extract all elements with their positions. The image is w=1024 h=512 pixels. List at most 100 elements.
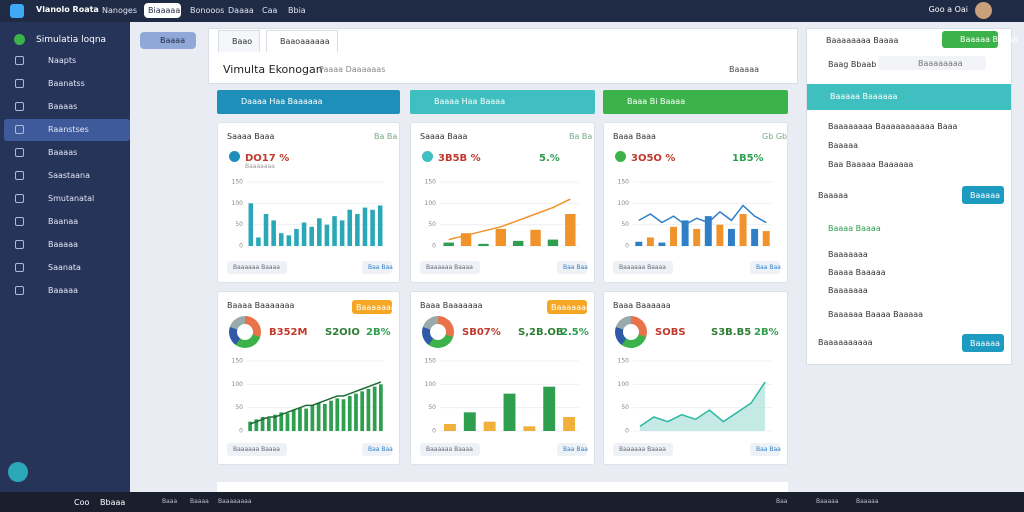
content-tab-label: Baaoaaaaaa: [280, 37, 330, 46]
sidebar-item[interactable]: Raanstses: [48, 125, 89, 134]
taskbar-item: Baaaaa: [856, 498, 879, 505]
help-button[interactable]: [8, 462, 28, 482]
sidebar-item[interactable]: Baaaaa: [48, 286, 78, 295]
card-footer-left[interactable]: Baaaaaa Baaaa: [420, 443, 480, 456]
card-footer-left-label: Baaaaaa Baaaa: [426, 264, 473, 271]
card-donut-hole: [623, 324, 639, 340]
panel-button[interactable]: Baaaaa: [962, 186, 1004, 204]
taskbar-item: Baaaaaaaa: [218, 498, 252, 505]
bar: [322, 403, 327, 431]
card-footer-left[interactable]: Baaaaaa Baaaa: [227, 261, 287, 274]
card-change: 2.5%: [561, 327, 589, 338]
brand: Vlanolo Roata: [36, 5, 99, 14]
card-title: Baaaa Baaaaaaa: [227, 301, 295, 310]
header-action[interactable]: Baaaaa: [729, 65, 759, 74]
sidebar-item[interactable]: Baaaas: [48, 102, 78, 111]
sidebar-item[interactable]: Saanata: [48, 263, 81, 272]
sidebar-active[interactable]: [4, 119, 130, 141]
banner: [410, 90, 595, 114]
card-change: 2B%: [754, 327, 779, 338]
card-footer-right[interactable]: Baa Baa: [557, 443, 588, 456]
sidebar-title: Simulatia loqna: [36, 35, 107, 45]
y-tick-label: 100: [232, 200, 244, 207]
panel-button[interactable]: Baaaaa Baaaa: [942, 31, 1018, 48]
card-footer-right-label: Baa Baa: [368, 446, 393, 453]
section-header: [807, 84, 1011, 110]
bar: [332, 216, 337, 246]
bar: [260, 417, 265, 431]
card-footer-right[interactable]: Baa Baa: [362, 443, 393, 456]
y-tick-label: 50: [235, 404, 243, 411]
bar: [727, 228, 735, 246]
bar: [360, 391, 365, 431]
card-footer-right[interactable]: Baa Baa: [750, 443, 781, 456]
bar: [301, 222, 307, 246]
taskbar-item: Baaa: [162, 498, 178, 505]
content-tab[interactable]: [218, 30, 260, 52]
section-title: Baaaa Baaaa: [828, 224, 881, 233]
active-tab-bg[interactable]: [144, 3, 181, 18]
top-button[interactable]: Baaaa: [140, 32, 196, 49]
card: [217, 122, 400, 283]
avatar[interactable]: [975, 2, 992, 19]
card-title: Baaa Baaaaaaa: [420, 301, 483, 310]
sidebar-item[interactable]: Baanatss: [48, 79, 85, 88]
y-tick-label: 150: [232, 358, 244, 365]
card-footer-right-label: Baa Baa: [756, 446, 781, 453]
filter-label: Baag Bbaab: [828, 60, 877, 69]
bar: [256, 237, 261, 246]
bar: [377, 205, 383, 246]
card-footer-right[interactable]: Baa Baa: [750, 261, 781, 274]
bar: [341, 399, 346, 431]
bar: [503, 393, 516, 431]
card-footer-right-label: Baa Baa: [368, 264, 393, 271]
bar: [285, 413, 290, 431]
panel-button[interactable]: Baaaaa: [962, 334, 1004, 352]
sidebar-item-icon: [15, 240, 24, 249]
card-stat: 3O5O %: [631, 153, 676, 164]
area: [639, 382, 766, 431]
sidebar-item[interactable]: Baanaa: [48, 217, 79, 226]
panel-button-label: Baaaaa Baaaa: [960, 35, 1018, 44]
card-footer-right[interactable]: Baa Baa: [557, 261, 588, 274]
bar: [565, 214, 576, 246]
card-badge: Baaaaaaa: [547, 300, 591, 314]
bar: [483, 421, 496, 431]
filter-value[interactable]: Baaaaaaaa: [878, 56, 986, 70]
card-stat: 3B5B %: [438, 153, 481, 164]
card-footer-left-label: Baaaaaa Baaaa: [426, 446, 473, 453]
sidebar: Simulatia loqna: [0, 22, 130, 492]
sidebar-item-icon: [15, 171, 24, 180]
y-tick-label: 0: [625, 243, 629, 250]
sidebar-item[interactable]: Saastaana: [48, 171, 90, 180]
bar: [271, 220, 276, 246]
bar: [266, 417, 271, 431]
card-footer-left[interactable]: Baaaaaa Baaaa: [420, 261, 480, 274]
bar: [355, 214, 360, 246]
y-tick-label: 150: [425, 358, 437, 365]
bar: [254, 419, 259, 431]
bar: [372, 386, 377, 431]
sidebar-item-icon: [15, 125, 24, 134]
card-footer-left[interactable]: Baaaaaa Baaaa: [613, 261, 673, 274]
bar: [273, 414, 277, 431]
card-footer-left[interactable]: Baaaaaa Baaaa: [613, 443, 673, 456]
card-value: S3B.B5: [711, 327, 752, 338]
bar: [478, 243, 489, 246]
sidebar-item[interactable]: Smutanatal: [48, 194, 95, 203]
banner-label: Baaa Bi Baaaa: [627, 97, 686, 106]
bar: [366, 389, 371, 431]
card-footer-right[interactable]: Baa Baa: [362, 261, 393, 274]
bar: [317, 218, 322, 246]
bar: [339, 220, 345, 246]
bar: [294, 228, 299, 246]
sidebar-item[interactable]: Baaaas: [48, 148, 78, 157]
sidebar-item[interactable]: Baaaaa: [48, 240, 78, 249]
content-tab[interactable]: [266, 30, 338, 52]
card-title: Baaa Baaa: [613, 132, 656, 141]
bar: [443, 424, 456, 431]
y-tick-label: 0: [625, 428, 629, 435]
sidebar-item[interactable]: Naapts: [48, 56, 77, 65]
card-footer-left[interactable]: Baaaaaa Baaaa: [227, 443, 287, 456]
bar: [354, 393, 358, 431]
